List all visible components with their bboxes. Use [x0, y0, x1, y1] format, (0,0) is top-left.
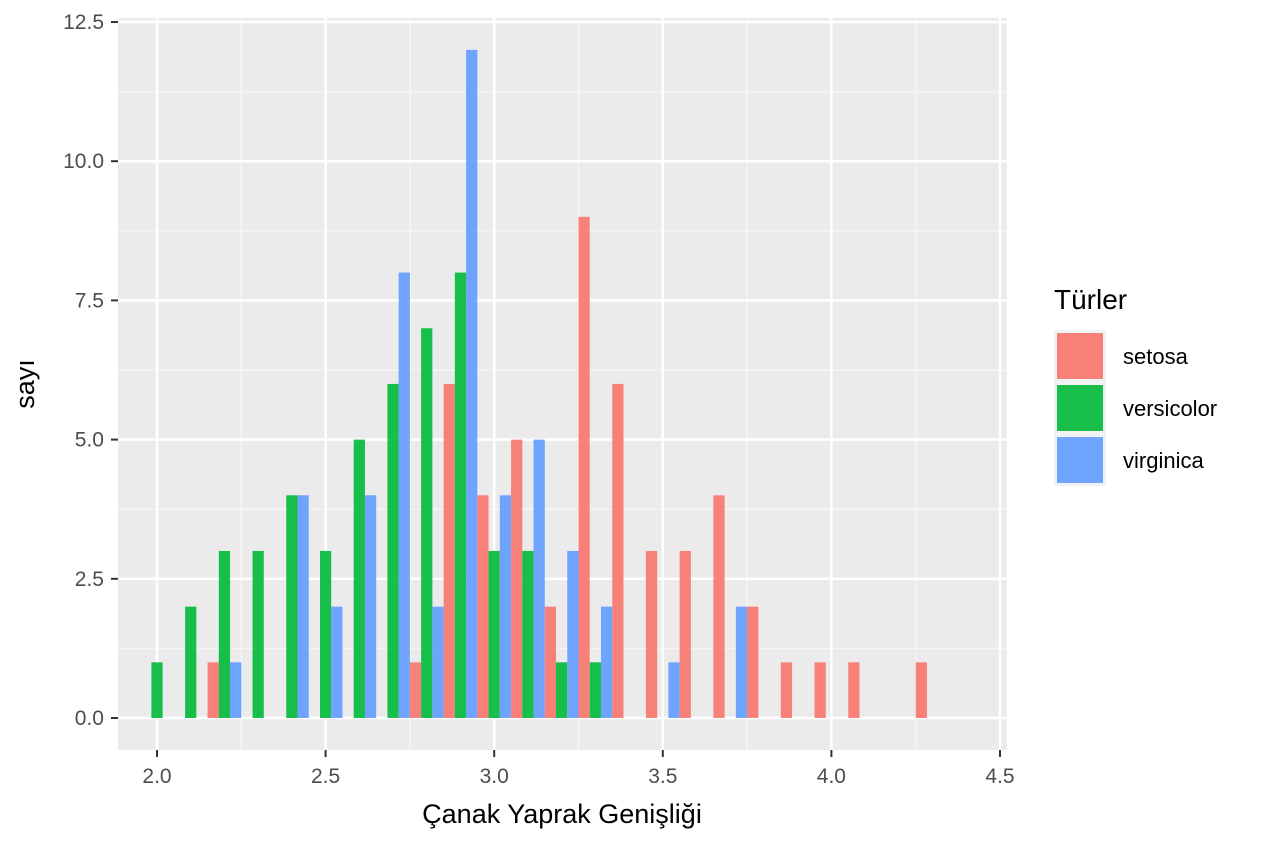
legend-title: Türler [1054, 284, 1127, 315]
bar-virginica [466, 49, 478, 718]
bar-virginica [364, 495, 377, 718]
x-tick-label: 4.0 [817, 765, 846, 788]
bar-setosa [814, 662, 826, 718]
bar-versicolor [488, 550, 500, 718]
bar-virginica [735, 606, 748, 718]
y-tick-label: 0.0 [75, 707, 104, 730]
bar-setosa [915, 662, 927, 718]
y-axis-title: sayı [10, 359, 40, 409]
bar-versicolor [286, 495, 298, 718]
axis-ticks [111, 21, 1001, 757]
bar-setosa [409, 662, 422, 718]
bar-versicolor [556, 662, 568, 718]
x-tick-label: 2.5 [311, 765, 340, 788]
bar-virginica [230, 662, 242, 718]
legend-label-setosa: setosa [1123, 344, 1189, 369]
legend-swatch-setosa [1057, 333, 1103, 379]
bar-setosa [511, 439, 523, 718]
bar-versicolor [252, 550, 264, 718]
x-tick-label: 3.5 [648, 765, 677, 788]
bar-versicolor [522, 550, 534, 718]
bar-virginica [567, 550, 579, 718]
x-tick-labels: 2.0 2.5 3.0 3.5 4.0 4.5 [142, 765, 1014, 788]
bar-virginica [432, 606, 444, 718]
y-tick-labels: 0.0 2.5 5.0 7.5 10.0 12.5 [63, 11, 104, 730]
x-tick-label: 3.0 [480, 765, 509, 788]
legend-entries: setosa versicolor virginica [1054, 330, 1217, 486]
bar-setosa [578, 216, 590, 718]
bar-setosa [645, 550, 658, 718]
panel-background [118, 18, 1007, 750]
bar-virginica [533, 439, 545, 718]
bar-virginica [331, 606, 343, 718]
y-tick-label: 10.0 [63, 150, 104, 173]
bar-versicolor [151, 662, 163, 718]
bar-versicolor [353, 439, 365, 718]
y-tick-label: 7.5 [75, 289, 104, 312]
bar-virginica [600, 606, 613, 718]
bar-versicolor [218, 550, 231, 718]
bar-setosa [612, 383, 624, 718]
bar-setosa [544, 606, 557, 718]
minor-gridlines [118, 18, 1007, 750]
y-tick-label: 2.5 [75, 568, 104, 591]
legend-label-virginica: virginica [1123, 448, 1204, 473]
bar-versicolor [185, 606, 197, 718]
bar-setosa [780, 662, 793, 718]
legend-label-versicolor: versicolor [1123, 396, 1217, 421]
bar-versicolor [454, 272, 467, 718]
legend-swatch-versicolor [1057, 385, 1103, 431]
bar-virginica [499, 495, 512, 718]
bar-virginica [668, 662, 680, 718]
bar-versicolor [421, 328, 433, 718]
bar-setosa [679, 550, 691, 718]
bar-virginica [398, 272, 410, 718]
x-axis-title: Çanak Yaprak Genişliği [422, 799, 702, 829]
bar-setosa [443, 383, 455, 718]
x-tick-label: 2.0 [142, 765, 171, 788]
bar-versicolor [387, 383, 399, 718]
legend: Türler setosa versicolor virginica [1054, 284, 1217, 486]
y-tick-label: 12.5 [63, 11, 104, 34]
bar-virginica [297, 495, 309, 718]
bar-setosa [477, 495, 489, 718]
bar-setosa [207, 662, 219, 718]
bar-versicolor [589, 662, 601, 718]
bars [151, 49, 927, 718]
y-tick-label: 5.0 [75, 429, 104, 452]
legend-swatch-virginica [1057, 437, 1103, 483]
bar-setosa [747, 606, 759, 718]
bar-versicolor [319, 550, 332, 718]
bar-setosa [848, 662, 860, 718]
x-tick-label: 4.5 [985, 765, 1014, 788]
bar-setosa [713, 495, 725, 718]
